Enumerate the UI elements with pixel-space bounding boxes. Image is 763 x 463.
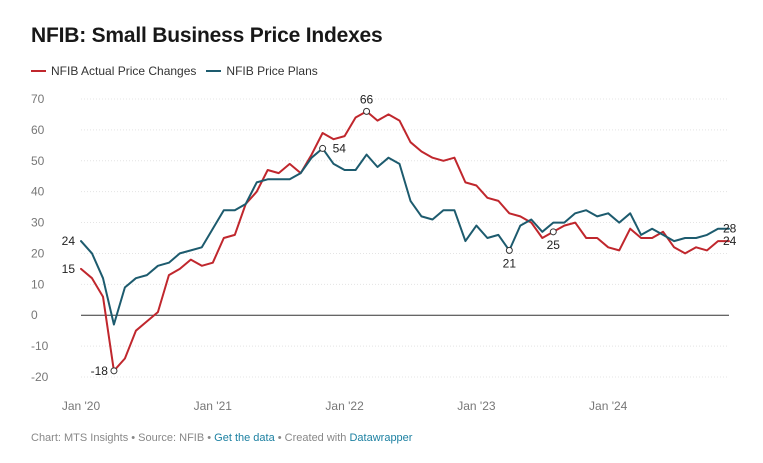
data-label: 24 <box>723 234 737 248</box>
get-the-data-link[interactable]: Get the data <box>214 432 275 444</box>
series-line-actual-price-changes <box>80 110 730 372</box>
data-label: 21 <box>503 256 517 270</box>
legend-item-actual-price-changes: NFIB Actual Price Changes <box>31 64 196 78</box>
datawrapper-link[interactable]: Datawrapper <box>349 432 413 444</box>
x-tick-label: Jan '21 <box>194 399 233 413</box>
line-chart: 70 60 50 40 30 20 10 0 -10 -20 Jan '20 Jan '21 Jan '… <box>31 92 737 413</box>
y-tick-label: 20 <box>31 246 45 260</box>
footer-source-text: Chart: MTS Insights • Source: NFIB • <box>31 432 215 444</box>
y-tick-label: 70 <box>31 92 45 106</box>
y-tick-label: 30 <box>31 216 45 230</box>
footer-created-text: • Created with <box>274 432 350 444</box>
y-tick-label: 10 <box>31 277 45 291</box>
data-label: 25 <box>547 238 561 252</box>
legend-swatch-actual <box>31 70 46 72</box>
y-tick-label: -10 <box>31 339 49 353</box>
y-tick-label: -20 <box>31 370 49 384</box>
legend-label-actual: NFIB Actual Price Changes <box>51 64 197 78</box>
legend-swatch-plans <box>206 70 222 72</box>
y-tick-label: 0 <box>31 308 38 322</box>
annotation-marker <box>110 367 118 375</box>
chart-title: NFIB: Small Business Price Indexes <box>31 24 383 47</box>
x-tick-label: Jan '23 <box>457 399 496 413</box>
x-tick-label: Jan '24 <box>589 399 628 413</box>
annotation-marker <box>363 107 371 115</box>
y-tick-label: 60 <box>31 123 45 137</box>
data-label: 66 <box>360 92 374 106</box>
data-label: 24 <box>62 234 76 248</box>
y-tick-label: 40 <box>31 185 45 199</box>
annotation-marker <box>319 144 327 152</box>
chart-footer: Chart: MTS Insights • Source: NFIB • Get… <box>31 432 412 444</box>
x-tick-label: Jan '22 <box>325 399 364 413</box>
legend-item-price-plans: NFIB Price Plans <box>206 64 318 78</box>
data-label: -18 <box>91 364 109 378</box>
legend: NFIB Actual Price Changes NFIB Price Pla… <box>31 64 318 78</box>
legend-label-plans: NFIB Price Plans <box>226 64 318 78</box>
series-line-price-plans <box>80 147 730 326</box>
data-label: 54 <box>333 141 347 155</box>
y-tick-label: 50 <box>31 154 45 168</box>
annotation-marker <box>505 246 513 254</box>
annotation-marker <box>549 228 557 236</box>
x-tick-label: Jan '20 <box>62 399 101 413</box>
data-label: 15 <box>62 262 76 276</box>
data-label: 28 <box>723 222 737 236</box>
